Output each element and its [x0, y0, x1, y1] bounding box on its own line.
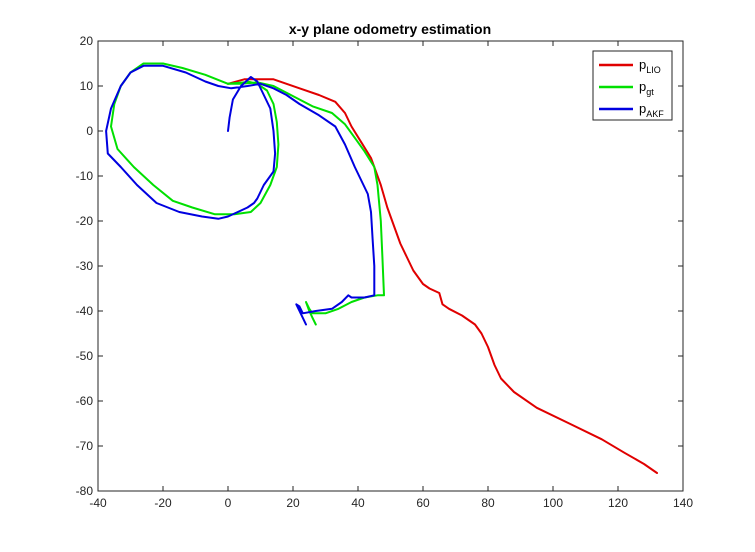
y-tick-label: -80 — [76, 484, 94, 498]
series-line-gt — [227, 81, 385, 326]
y-tick-label: -60 — [76, 394, 94, 408]
x-tick-label: -20 — [154, 496, 172, 510]
x-tick-label: 140 — [673, 496, 693, 510]
y-tick-label: 10 — [80, 79, 94, 93]
y-tick-label: -30 — [76, 259, 94, 273]
x-tick-label: 80 — [481, 496, 495, 510]
series-line-gt-loop — [110, 62, 280, 216]
y-tick-label: -70 — [76, 439, 94, 453]
x-tick-label: -40 — [89, 496, 107, 510]
legend: pLIO pgt pAKF — [592, 50, 673, 121]
legend-label-lio: pLIO — [639, 57, 661, 75]
x-tick-label: 120 — [608, 496, 628, 510]
y-tick-label: -40 — [76, 304, 94, 318]
y-tick-label: -20 — [76, 214, 94, 228]
legend-label-akf: pAKF — [639, 101, 664, 119]
series-line-akf — [105, 64, 376, 326]
y-tick-label: 0 — [86, 124, 93, 138]
series-layer — [105, 62, 658, 474]
x-tick-label: 20 — [286, 496, 300, 510]
x-tick-label: 60 — [416, 496, 430, 510]
plot-area — [98, 41, 683, 491]
y-tick-label: -50 — [76, 349, 94, 363]
y-tick-label: 20 — [80, 34, 94, 48]
plot-background — [98, 41, 683, 491]
chart-title: x-y plane odometry estimation — [289, 21, 491, 37]
legend-label-gt: pgt — [639, 79, 654, 97]
x-tick-label: 40 — [351, 496, 365, 510]
y-tick-label: -10 — [76, 169, 94, 183]
x-tick-label: 0 — [225, 496, 232, 510]
x-tick-label: 100 — [543, 496, 563, 510]
axes-layer: -40 -20 0 20 40 60 80 100 120 14020100-10-20-30-4… — [76, 34, 694, 510]
series-line-lio — [227, 78, 658, 474]
